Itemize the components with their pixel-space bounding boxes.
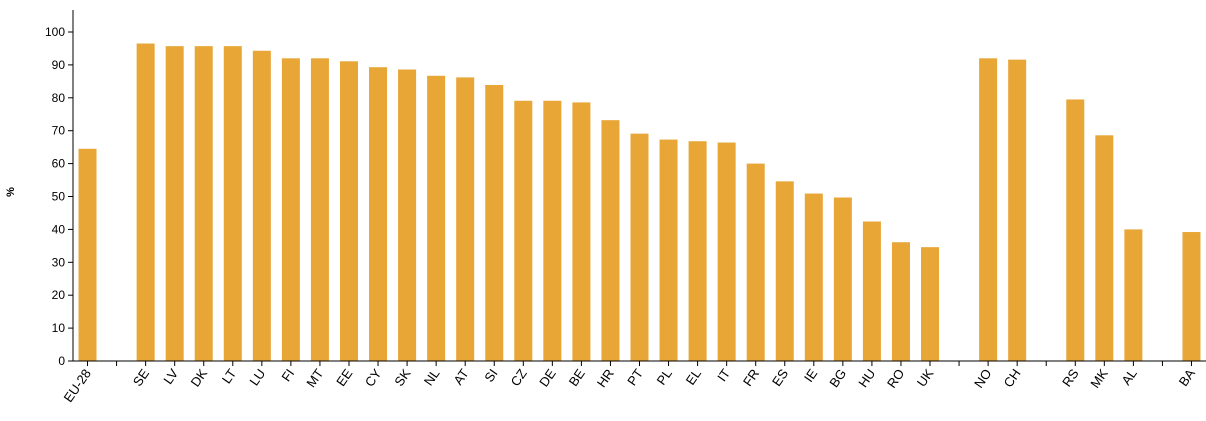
bar-cz <box>514 100 533 362</box>
bar-sk <box>398 69 417 362</box>
bar-it <box>717 142 736 361</box>
bar-hu <box>862 221 881 361</box>
bar-pl <box>659 139 678 361</box>
x-tick-label: AT <box>450 366 471 387</box>
y-tick-label: 50 <box>52 190 66 204</box>
bar-dk <box>194 46 213 361</box>
bar-eu-28 <box>78 148 97 361</box>
bar-mt <box>310 58 329 361</box>
bar-ie <box>804 193 823 361</box>
x-tick-label: MT <box>303 366 326 390</box>
x-tick-label: CY <box>362 366 385 390</box>
y-tick-label: 100 <box>45 25 65 39</box>
y-tick-label: 10 <box>52 321 66 335</box>
x-tick-label: PT <box>624 366 646 388</box>
y-tick-label: 40 <box>52 222 66 236</box>
bar-ro <box>891 242 910 361</box>
bar-mk <box>1095 135 1114 361</box>
bar-be <box>572 102 591 361</box>
x-axis-ticks: EU-28 SE LV DK LT LU FI MT EE CY SK NL AT SI CZ DE BE HR P… <box>61 361 1198 405</box>
x-tick-label: BA <box>1176 366 1198 389</box>
x-tick-label: MK <box>1087 366 1111 391</box>
x-tick-label: NL <box>421 366 443 388</box>
x-tick-label: SI <box>481 366 500 385</box>
x-tick-label: ES <box>769 366 791 389</box>
bars <box>78 43 1201 362</box>
x-tick-label: CH <box>1001 366 1024 390</box>
x-tick-label: SE <box>130 366 152 389</box>
x-tick-label: NO <box>971 366 994 391</box>
bar-rs <box>1066 99 1085 361</box>
bar-el <box>688 141 707 361</box>
x-tick-label: HU <box>855 366 878 390</box>
y-axis-label: % <box>4 187 17 197</box>
bar-cy <box>369 67 388 361</box>
bar-bg <box>833 197 852 361</box>
x-tick-label: CZ <box>508 366 530 389</box>
x-tick-label: HR <box>594 366 617 390</box>
bar-fi <box>281 58 300 361</box>
y-tick-label: 90 <box>52 58 66 72</box>
x-tick-label: BE <box>566 366 588 389</box>
x-tick-label: LV <box>160 366 181 387</box>
x-tick-label: EU-28 <box>61 366 94 405</box>
x-tick-label: FR <box>740 366 762 389</box>
x-tick-label: LT <box>219 366 239 386</box>
x-tick-label: IT <box>714 366 733 384</box>
x-tick-label: DE <box>536 366 559 390</box>
x-tick-label: PL <box>654 366 675 388</box>
y-tick-label: 80 <box>52 91 66 105</box>
x-tick-label: BG <box>826 366 849 390</box>
y-tick-label: 60 <box>52 157 66 171</box>
x-tick-label: SK <box>391 366 413 389</box>
bar-fr <box>746 163 765 361</box>
bar-ch <box>1008 59 1027 362</box>
bar-de <box>543 100 562 362</box>
x-tick-label: RO <box>884 366 907 391</box>
bar-at <box>456 77 475 361</box>
x-tick-label: EL <box>683 366 704 388</box>
bar-no <box>979 58 998 361</box>
x-tick-label: UK <box>914 366 937 390</box>
bar-nl <box>427 75 446 361</box>
bar-lv <box>165 46 184 361</box>
x-tick-label: RS <box>1059 366 1082 390</box>
bar-pt <box>630 133 649 361</box>
bar-lu <box>252 50 271 362</box>
bar-ee <box>339 61 358 361</box>
bar-hr <box>601 120 620 361</box>
y-tick-label: 20 <box>52 288 66 302</box>
x-tick-label: LU <box>246 366 268 388</box>
bar-al <box>1124 229 1143 361</box>
y-axis-ticks: 0 10 20 30 40 50 60 70 80 90 100 <box>45 25 73 368</box>
y-tick-label: 70 <box>52 124 66 138</box>
bar-es <box>775 181 794 361</box>
x-tick-label: FI <box>278 366 297 384</box>
y-tick-label: 30 <box>52 255 66 269</box>
bar-se <box>136 43 155 361</box>
bar-si <box>485 84 504 362</box>
bar-uk <box>921 247 940 361</box>
x-tick-label: AL <box>1118 366 1139 388</box>
y-tick-label: 0 <box>58 354 65 368</box>
x-tick-label: EE <box>333 366 355 389</box>
bar-lt <box>223 46 242 361</box>
bar-ba <box>1182 232 1201 361</box>
x-tick-label: DK <box>188 366 211 390</box>
x-tick-label: IE <box>801 366 821 385</box>
